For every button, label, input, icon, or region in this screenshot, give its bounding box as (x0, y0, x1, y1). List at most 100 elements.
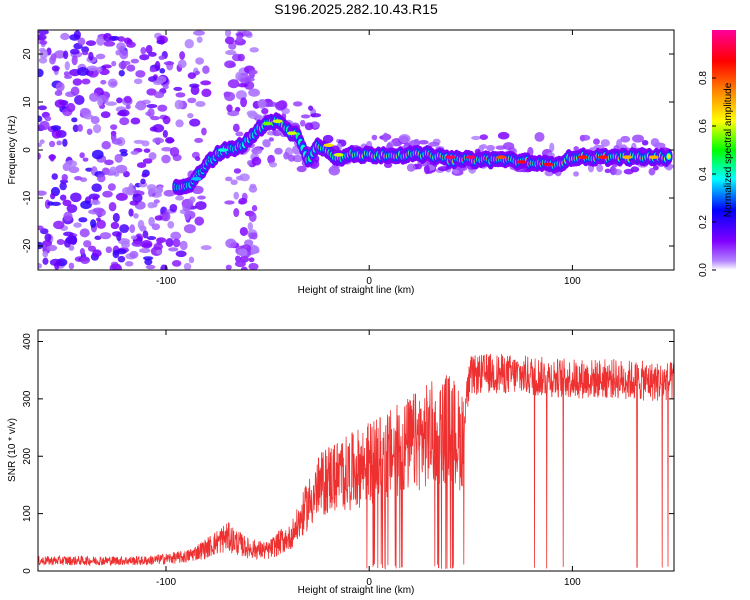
spectrogram-cell (480, 143, 488, 150)
spectrogram-cell (194, 216, 205, 226)
spectrogram-cell (71, 117, 78, 123)
spectrogram-cell (38, 142, 43, 148)
spectrogram-cell (323, 143, 334, 147)
spectrogram-cell (169, 147, 180, 157)
spectrogram-cell (39, 139, 45, 144)
spectrogram-cell (68, 245, 75, 251)
spectrogram-cell (51, 65, 60, 72)
spectrogram-cell (609, 166, 617, 176)
spectrogram-cell (262, 121, 273, 126)
spectrogram-cell (593, 138, 600, 145)
spectrogram-cell (622, 155, 633, 159)
spectrogram-cell (117, 111, 127, 116)
spectrogram-cell (160, 264, 168, 270)
spectrogram-cell (51, 173, 58, 180)
spectrogram-cell (70, 192, 82, 203)
spectrogram-cell (56, 238, 65, 246)
spectrogram-cell (182, 201, 191, 212)
spectrogram-cell (154, 215, 164, 221)
spectrogram-cell (163, 189, 176, 197)
spectrogram-cell (42, 240, 53, 247)
spectrogram-cell (90, 199, 101, 206)
spectrogram-cell (71, 55, 78, 66)
spectrogram-cell (194, 137, 204, 143)
spectrogram-cell (79, 228, 90, 238)
x-tick-label: 100 (564, 577, 581, 588)
spectrogram-cell (224, 36, 235, 45)
spectrogram-cell (99, 232, 112, 240)
spectrogram-cell (96, 219, 106, 229)
spectrogram-cell (38, 34, 47, 41)
snr-series-line (38, 353, 674, 570)
spectrogram-cell (241, 30, 253, 37)
spectrogram-cell (101, 140, 111, 150)
spectrogram-cell (103, 40, 116, 47)
spectrogram-cell (230, 179, 238, 186)
spectrogram-cell (300, 114, 311, 119)
spectrogram-cell (175, 250, 187, 258)
spectrogram-cell (62, 138, 68, 147)
spectrogram-cell (82, 157, 89, 162)
spectrogram-cell (146, 103, 158, 109)
spectrogram-cell (155, 249, 162, 255)
spectrogram-cell (145, 44, 153, 54)
spectrogram-cell (465, 155, 476, 159)
spectrogram-cell (292, 101, 303, 107)
colorbar-tick-label: 0.2 (698, 215, 709, 229)
spectrogram-cell (125, 261, 134, 267)
spectrogram-cell (268, 137, 275, 142)
x-tick-label: -100 (156, 276, 176, 287)
spectrogram-cell (248, 262, 259, 270)
spectrogram-cell (239, 226, 248, 236)
spectrogram-cell (479, 134, 489, 141)
spectrogram-cell (119, 117, 130, 126)
spectrogram-x-label: Height of straight line (km) (298, 285, 415, 296)
spectrogram-cell (51, 201, 61, 207)
spectrogram-cell (130, 150, 139, 155)
spectrogram-cell (77, 37, 86, 46)
spectrogram-cell (133, 78, 143, 85)
spectrogram-cell (97, 174, 106, 183)
spectrogram-cell (91, 149, 104, 160)
spectrogram-cell (44, 115, 52, 122)
spectrogram-cell (170, 231, 182, 240)
spectrogram-cell (121, 240, 131, 249)
x-tick-label: 0 (366, 276, 372, 287)
spectrogram-cell (195, 57, 205, 65)
spectrogram-cell (174, 99, 184, 110)
spectrogram-cell (152, 137, 165, 144)
snr-x-label: Height of straight line (km) (298, 585, 415, 596)
spectrogram-cell (516, 160, 527, 164)
spectrogram-cell (95, 53, 106, 60)
spectrogram-cell (85, 40, 97, 46)
spectrogram-cell (143, 256, 154, 261)
spectrogram-cell (120, 151, 128, 157)
spectrogram-cell (83, 240, 92, 248)
spectrogram-cell (111, 138, 123, 145)
spectrogram-cell (81, 51, 89, 56)
spectrogram-cell (184, 39, 194, 49)
spectrogram-cell (235, 72, 241, 81)
spectrogram-cell (49, 140, 56, 148)
spectrogram-cell (62, 50, 69, 60)
spectrogram-cell (110, 221, 120, 230)
spectrogram-cell (189, 83, 200, 88)
spectrogram-cell (224, 60, 236, 69)
spectrogram-cell (187, 113, 194, 119)
spectrogram-cell (650, 138, 660, 147)
spectrogram-cell (60, 32, 70, 41)
spectrogram-cell (200, 80, 212, 86)
spectrogram-cell (549, 142, 555, 153)
snr-y-label: SNR (10 * v/v) (7, 418, 18, 482)
spectrogram-cell (648, 167, 656, 176)
spectrogram-cell (496, 155, 507, 159)
spectrogram-cell (115, 264, 123, 270)
spectrogram-cell (117, 255, 126, 263)
spectrogram-cell (261, 108, 269, 115)
spectrogram-cell (64, 61, 70, 71)
spectrogram-cell (128, 182, 134, 193)
spectrogram-cell (296, 165, 307, 173)
spectrogram-cell (428, 141, 440, 147)
spectrogram-cell (110, 35, 120, 41)
